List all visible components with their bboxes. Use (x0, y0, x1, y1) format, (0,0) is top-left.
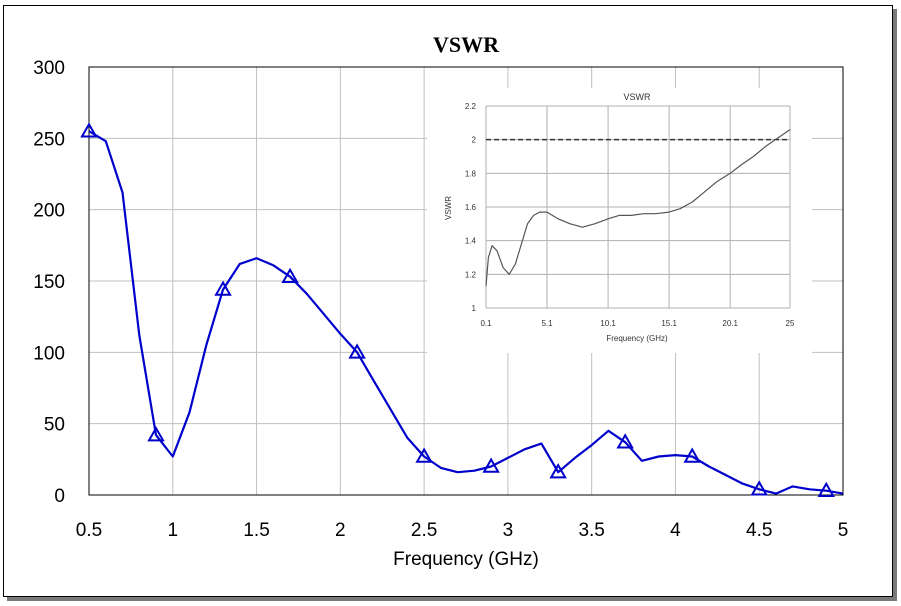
data-marker (147, 426, 165, 442)
inset-y-tick-label: 1.4 (465, 237, 477, 246)
y-tick-label: 0 (54, 486, 65, 507)
y-tick-label: 200 (33, 201, 65, 222)
x-tick-label: 4 (670, 520, 681, 541)
inset-title: VSWR (624, 92, 652, 102)
data-marker (817, 481, 835, 497)
x-tick-label: 1 (167, 520, 178, 541)
inset-y-tick-label: 1.2 (465, 270, 477, 279)
data-marker (80, 122, 98, 138)
data-marker (348, 343, 366, 359)
data-marker (549, 463, 567, 479)
series-line (88, 130, 844, 495)
plot-area (88, 66, 844, 496)
inset-y-tick-label: 1.8 (465, 169, 477, 178)
inset-x-tick-label: 10.1 (600, 319, 616, 328)
x-tick-label: 2 (335, 520, 346, 541)
inset-x-tick-label: 20.1 (722, 319, 738, 328)
x-tick-label: 0.5 (76, 520, 102, 541)
inset-x-tick-label: 0.1 (480, 319, 492, 328)
inset-x-tick-label: 5.1 (541, 319, 553, 328)
y-tick-label: 300 (33, 58, 65, 79)
x-tick-label: 3 (503, 520, 514, 541)
y-tick-label: 150 (33, 272, 65, 293)
inset-series-line (485, 129, 791, 287)
inset-x-tick-label: 25 (786, 319, 795, 328)
x-tick-label: 3.5 (578, 520, 604, 541)
y-tick-label: 250 (33, 129, 65, 150)
chart-title: VSWR (433, 32, 500, 57)
inset-chart: VSWR 0.1 5.1 10.1 15.1 20.1 25 1 1.2 1.4 1.6 1.8 2 2… (427, 88, 812, 353)
inset-y-tick-label: 2 (472, 136, 477, 145)
data-marker (750, 480, 768, 496)
x-tick-label: 2.5 (411, 520, 437, 541)
data-marker (616, 433, 634, 449)
x-axis-label: Frequency (GHz) (393, 549, 539, 570)
inset-y-tick-label: 1 (472, 304, 477, 313)
data-marker (415, 447, 433, 463)
data-marker (214, 280, 232, 296)
inset-x-tick-label: 15.1 (661, 319, 677, 328)
x-tick-label: 4.5 (746, 520, 772, 541)
x-tick-label: 5 (838, 520, 849, 541)
inset-background (427, 88, 812, 353)
y-tick-label: 100 (33, 343, 65, 364)
data-marker (683, 447, 701, 463)
x-tick-label: 1.5 (243, 520, 269, 541)
inset-y-tick-label: 1.6 (465, 203, 477, 212)
inset-y-axis-label: VSWR (444, 196, 453, 220)
data-marker (482, 457, 500, 473)
inset-x-axis-label: Frequency (GHz) (606, 334, 668, 343)
y-tick-label: 50 (44, 415, 65, 436)
data-marker (281, 267, 299, 283)
inset-y-tick-label: 2.2 (465, 102, 477, 111)
